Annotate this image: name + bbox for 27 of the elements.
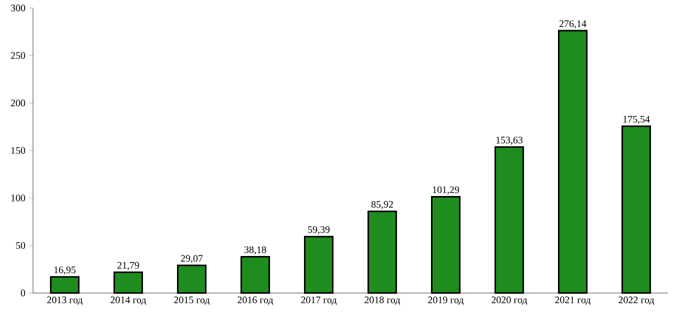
data-label: 38,18: [244, 246, 266, 255]
x-tick-label: 2019 год: [428, 296, 464, 306]
y-tick-label: 150: [11, 147, 26, 154]
x-tick-label: 2014 год: [110, 296, 146, 306]
x-tick-label: 2015 год: [174, 296, 210, 306]
data-label: 101,29: [432, 186, 460, 195]
x-tick-label: 2022 год: [618, 296, 654, 306]
data-label: 175,54: [623, 116, 650, 124]
x-tick-label: 2021 год: [555, 296, 591, 306]
y-tick-label: 100: [11, 194, 26, 202]
x-tick-label: 2013 год: [47, 296, 83, 306]
y-tick-label: 50: [16, 242, 26, 249]
data-label: 59,39: [308, 226, 330, 234]
x-tick-label: 2016 год: [238, 296, 274, 306]
x-tick-label: 2020 год: [492, 296, 528, 306]
data-label: 21,79: [117, 262, 140, 270]
data-label: 16,95: [54, 266, 76, 275]
y-tick-label: 0: [20, 290, 26, 296]
x-tick-label: 2018 год: [364, 296, 400, 306]
data-label: 276,14: [559, 20, 586, 28]
y-tick-label: 300: [11, 4, 26, 12]
data-label: 85,92: [371, 201, 393, 210]
y-tick-label: 250: [10, 52, 26, 59]
data-label: 153,63: [496, 136, 523, 145]
data-label: 29,07: [180, 255, 203, 264]
y-tick-label: 200: [10, 100, 26, 106]
x-tick-label: 2017 год: [301, 296, 337, 306]
